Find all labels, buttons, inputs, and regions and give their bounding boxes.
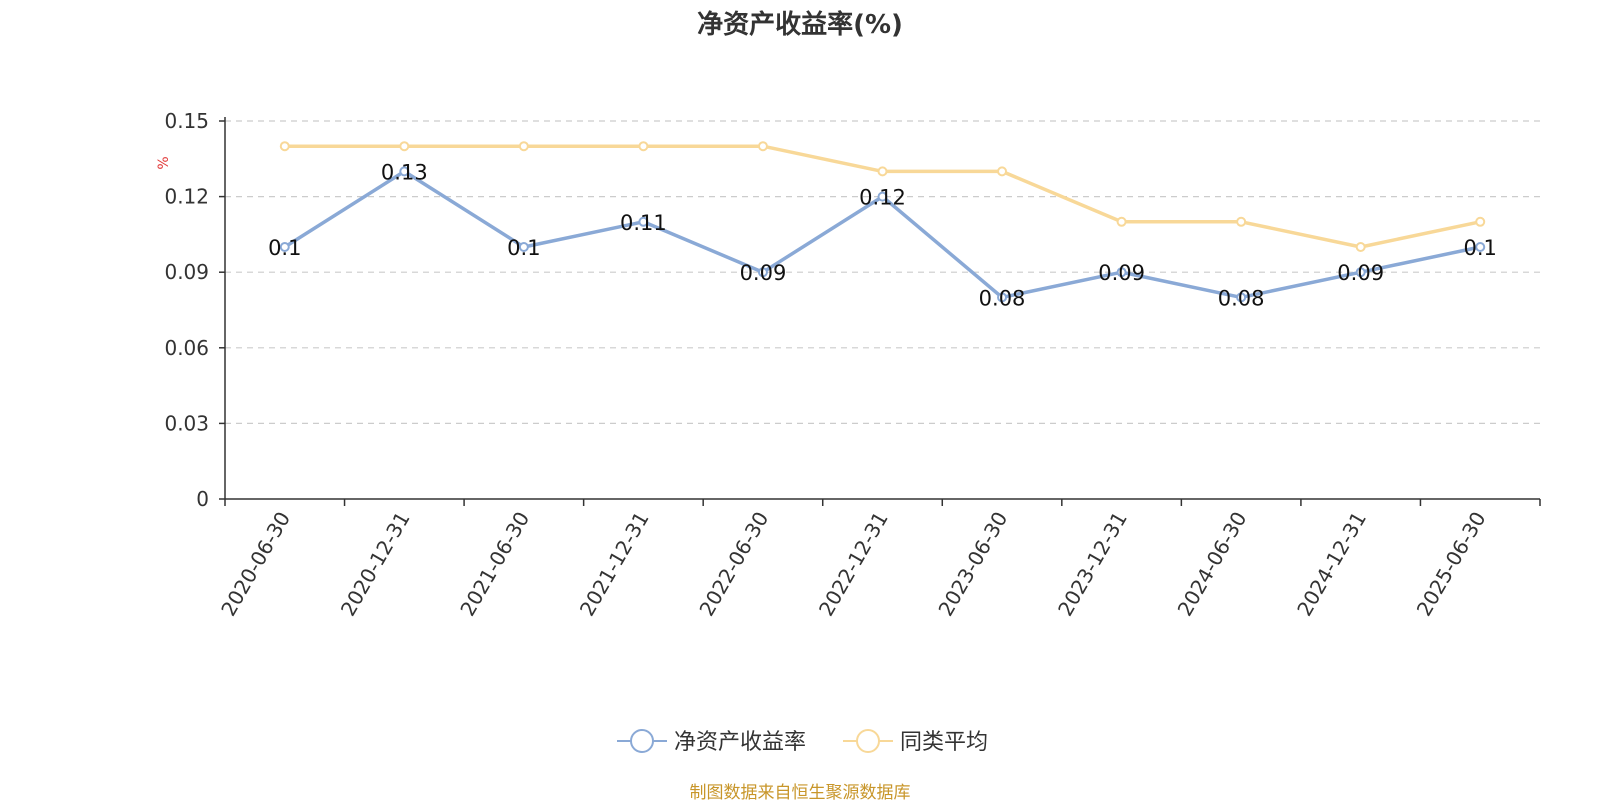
legend-label: 净资产收益率 xyxy=(674,730,806,755)
y-axis-label: % xyxy=(156,156,172,169)
data-label: 0.08 xyxy=(979,286,1026,310)
legend-marker xyxy=(856,729,880,753)
series-0-point xyxy=(877,191,888,202)
y-tick-label: 0.09 xyxy=(164,260,209,284)
data-label: 0.1 xyxy=(268,236,301,260)
x-tick-label: 2023-12-31 xyxy=(1053,508,1132,621)
x-tick-label: 2020-12-31 xyxy=(336,508,415,621)
data-label: 0.1 xyxy=(507,236,540,260)
y-tick-label: 0.12 xyxy=(164,185,209,209)
axis-layer: 0 0.03 0.06 0.09 0.12 0.15% 2020-06-30 2020-12-… xyxy=(156,109,1541,621)
series-1-point xyxy=(279,141,290,152)
y-tick-label: 0 xyxy=(196,487,209,511)
x-tick-label: 2024-12-31 xyxy=(1292,508,1371,621)
legend-item-1[interactable]: 同类平均 xyxy=(843,729,988,755)
y-tick-label: 0.06 xyxy=(164,336,209,360)
x-tick-label: 2024-06-30 xyxy=(1173,508,1252,621)
series-0-point xyxy=(1236,292,1247,303)
series-0-point xyxy=(757,267,768,278)
source-note: 制图数据来自恒生聚源数据库 xyxy=(689,783,911,803)
series-1-point xyxy=(1355,242,1366,252)
data-label-layer: 0.1 0.13 0.1 0.11 0.09 0.12 0.08 0.09 0.08 0.09 0.… xyxy=(268,160,1497,310)
x-tick-label: 2021-12-31 xyxy=(575,508,654,621)
x-tick-label: 2021-06-30 xyxy=(455,508,534,621)
y-tick-label: 0.03 xyxy=(164,411,209,435)
x-tick-label: 2025-06-30 xyxy=(1412,508,1491,621)
data-label: 0.08 xyxy=(1218,286,1265,310)
series-0-point xyxy=(518,242,529,252)
series-1-point xyxy=(638,141,649,152)
data-label: 0.13 xyxy=(381,160,428,184)
series-1-point xyxy=(1116,216,1127,227)
data-label: 0.12 xyxy=(859,186,906,210)
series-1-point xyxy=(1236,216,1247,227)
x-tick-label: 2022-06-30 xyxy=(694,508,773,621)
series-0-point xyxy=(997,292,1008,303)
x-tick-label: 2023-06-30 xyxy=(933,508,1012,621)
data-label: 0.09 xyxy=(1337,261,1384,285)
series-layer xyxy=(279,141,1486,303)
series-1-point xyxy=(1475,216,1486,227)
series-1-point xyxy=(757,141,768,152)
x-tick-label: 2022-12-31 xyxy=(814,508,893,621)
series-0-point xyxy=(638,216,649,227)
y-tick-label: 0.15 xyxy=(164,109,209,133)
data-label: 0.11 xyxy=(620,211,667,235)
series-1-point xyxy=(997,166,1008,177)
series-0-point xyxy=(1355,267,1366,278)
legend[interactable]: 净资产收益率 同类平均 xyxy=(617,729,988,755)
series-0-point xyxy=(1116,267,1127,278)
x-tick-label: 2020-06-30 xyxy=(216,508,295,621)
series-1-point xyxy=(399,141,410,152)
legend-marker xyxy=(630,729,654,753)
legend-item-0[interactable]: 净资产收益率 xyxy=(617,729,806,755)
data-label: 0.09 xyxy=(1098,261,1145,285)
legend-label: 同类平均 xyxy=(900,730,988,755)
data-label: 0.09 xyxy=(740,261,787,285)
series-1-point xyxy=(518,141,529,152)
chart-title: 净资产收益率(%) xyxy=(697,10,903,40)
data-label: 0.1 xyxy=(1464,236,1497,260)
series-0-point xyxy=(399,166,410,177)
series-1-point xyxy=(877,166,888,177)
series-0-point xyxy=(279,242,290,252)
series-0-point xyxy=(1475,242,1486,252)
